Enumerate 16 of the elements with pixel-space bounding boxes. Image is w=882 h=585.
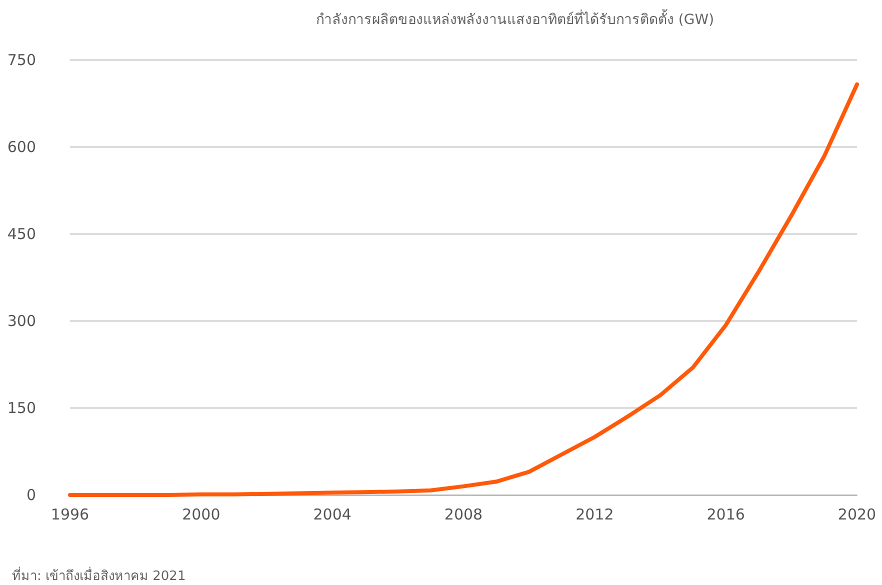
text: ที่มา: เข้าถึงเมื่อสิงหาคม 2021 bbox=[12, 567, 186, 584]
y-tick-label: 0 bbox=[26, 486, 36, 504]
x-tick-label: 1996 bbox=[50, 506, 90, 524]
y-tick-label: 600 bbox=[7, 138, 36, 156]
y-tick-label: 450 bbox=[7, 225, 36, 243]
x-tick-label: 2000 bbox=[182, 506, 220, 524]
chart-title: กำลังการผลิตของแหล่งพลังงานแสงอาทิตย์ที่ได้รับการติดตั้ง (GW) bbox=[316, 9, 714, 28]
y-tick-label: 750 bbox=[7, 51, 36, 69]
y-tick-label: 300 bbox=[7, 312, 36, 330]
x-tick-label: 2020 bbox=[838, 506, 876, 524]
line-series bbox=[68, 82, 859, 497]
x-tick-label: 2004 bbox=[313, 506, 352, 524]
x-tick-label: 2016 bbox=[706, 506, 745, 524]
x-tick-label: 2012 bbox=[576, 506, 614, 524]
x-tick-label: 2008 bbox=[444, 506, 483, 524]
y-tick-label: 150 bbox=[7, 399, 36, 417]
